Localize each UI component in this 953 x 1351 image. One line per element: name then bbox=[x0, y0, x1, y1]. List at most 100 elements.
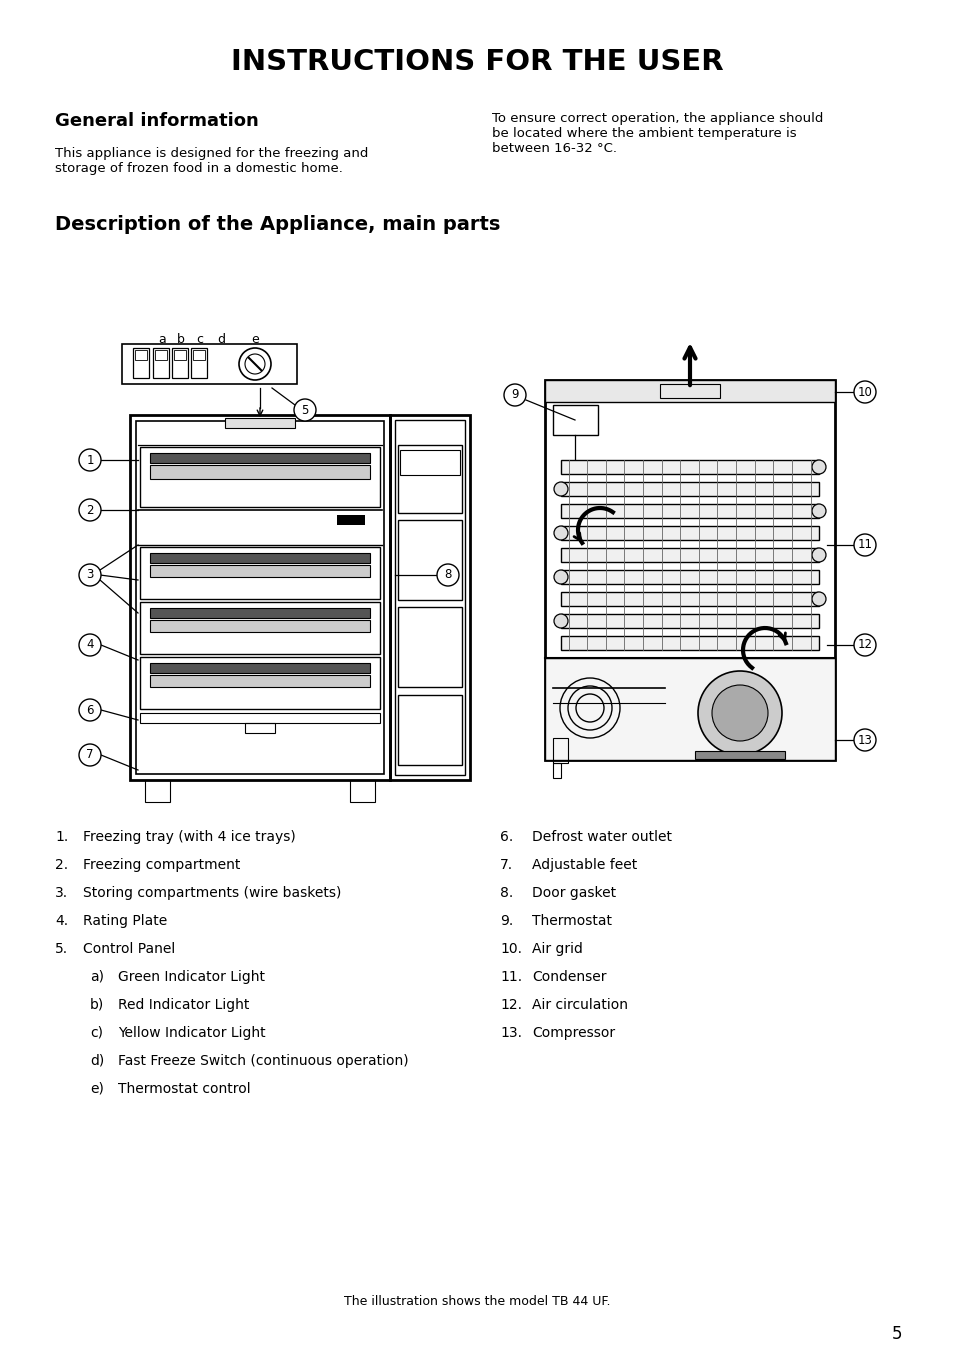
Text: b: b bbox=[177, 332, 185, 346]
Circle shape bbox=[811, 549, 825, 562]
Circle shape bbox=[853, 534, 875, 557]
Circle shape bbox=[853, 634, 875, 657]
Text: 2.: 2. bbox=[55, 858, 68, 871]
Bar bbox=[560, 592, 818, 607]
Bar bbox=[544, 380, 834, 761]
Text: 8.: 8. bbox=[499, 886, 513, 900]
Bar bbox=[560, 482, 818, 496]
Circle shape bbox=[79, 634, 101, 657]
Bar bbox=[140, 547, 379, 598]
Bar bbox=[560, 526, 818, 540]
Bar bbox=[135, 350, 147, 359]
Circle shape bbox=[294, 399, 315, 422]
Bar bbox=[399, 450, 459, 476]
Bar bbox=[225, 417, 294, 428]
Bar bbox=[560, 613, 818, 628]
Circle shape bbox=[79, 563, 101, 586]
Text: Freezing tray (with 4 ice trays): Freezing tray (with 4 ice trays) bbox=[83, 830, 295, 844]
Text: 7: 7 bbox=[86, 748, 93, 762]
Bar bbox=[560, 636, 818, 650]
Text: 1.: 1. bbox=[55, 830, 69, 844]
Text: Compressor: Compressor bbox=[532, 1025, 615, 1040]
Circle shape bbox=[436, 563, 458, 586]
Text: Green Indicator Light: Green Indicator Light bbox=[118, 970, 265, 984]
Bar bbox=[560, 504, 818, 517]
Text: 11.: 11. bbox=[499, 970, 521, 984]
Text: 5: 5 bbox=[301, 404, 309, 416]
Bar bbox=[150, 608, 370, 617]
Bar bbox=[245, 723, 274, 734]
Circle shape bbox=[811, 459, 825, 474]
Bar bbox=[560, 459, 818, 474]
Circle shape bbox=[503, 384, 525, 407]
Bar bbox=[140, 603, 379, 654]
Text: Thermostat: Thermostat bbox=[532, 915, 612, 928]
Text: This appliance is designed for the freezing and
storage of frozen food in a dome: This appliance is designed for the freez… bbox=[55, 147, 368, 176]
Text: 1: 1 bbox=[86, 454, 93, 466]
Text: The illustration shows the model TB 44 UF.: The illustration shows the model TB 44 U… bbox=[343, 1296, 610, 1308]
Bar bbox=[150, 620, 370, 632]
Bar bbox=[150, 676, 370, 688]
Text: 3.: 3. bbox=[55, 886, 68, 900]
Bar bbox=[560, 570, 818, 584]
Text: To ensure correct operation, the appliance should
be located where the ambient t: To ensure correct operation, the applian… bbox=[492, 112, 822, 155]
Text: Storing compartments (wire baskets): Storing compartments (wire baskets) bbox=[83, 886, 341, 900]
Text: b): b) bbox=[90, 998, 104, 1012]
Bar bbox=[132, 349, 149, 378]
Bar bbox=[150, 453, 370, 463]
Text: Adjustable feet: Adjustable feet bbox=[532, 858, 637, 871]
Text: Door gasket: Door gasket bbox=[532, 886, 616, 900]
Bar bbox=[152, 349, 169, 378]
Circle shape bbox=[698, 671, 781, 755]
Text: 4: 4 bbox=[86, 639, 93, 651]
Bar bbox=[140, 713, 379, 723]
Circle shape bbox=[554, 482, 567, 496]
Text: 3: 3 bbox=[86, 569, 93, 581]
Text: 13.: 13. bbox=[499, 1025, 521, 1040]
Circle shape bbox=[554, 613, 567, 628]
Text: Condenser: Condenser bbox=[532, 970, 606, 984]
Text: Fast Freeze Switch (continuous operation): Fast Freeze Switch (continuous operation… bbox=[118, 1054, 408, 1069]
Text: 2: 2 bbox=[86, 504, 93, 516]
Text: INSTRUCTIONS FOR THE USER: INSTRUCTIONS FOR THE USER bbox=[231, 49, 722, 76]
Bar bbox=[173, 350, 186, 359]
Text: Defrost water outlet: Defrost water outlet bbox=[532, 830, 671, 844]
Circle shape bbox=[711, 685, 767, 740]
Text: 9.: 9. bbox=[499, 915, 513, 928]
Bar bbox=[390, 415, 470, 780]
Text: Freezing compartment: Freezing compartment bbox=[83, 858, 240, 871]
Bar bbox=[145, 780, 170, 802]
Bar bbox=[544, 380, 834, 403]
Bar bbox=[397, 694, 461, 765]
Text: c): c) bbox=[90, 1025, 103, 1040]
Bar bbox=[659, 384, 720, 399]
Text: 7.: 7. bbox=[499, 858, 513, 871]
Circle shape bbox=[853, 730, 875, 751]
Circle shape bbox=[554, 570, 567, 584]
Circle shape bbox=[79, 449, 101, 471]
Text: a): a) bbox=[90, 970, 104, 984]
Text: Description of the Appliance, main parts: Description of the Appliance, main parts bbox=[55, 215, 500, 234]
Circle shape bbox=[245, 354, 265, 374]
Text: e: e bbox=[251, 332, 258, 346]
Text: 4.: 4. bbox=[55, 915, 68, 928]
Text: a: a bbox=[158, 332, 166, 346]
Bar bbox=[193, 350, 205, 359]
Bar bbox=[336, 515, 365, 526]
Text: c: c bbox=[196, 332, 203, 346]
Text: General information: General information bbox=[55, 112, 258, 130]
Text: Thermostat control: Thermostat control bbox=[118, 1082, 251, 1096]
Bar bbox=[191, 349, 207, 378]
Circle shape bbox=[239, 349, 271, 380]
Circle shape bbox=[554, 526, 567, 540]
Text: 12: 12 bbox=[857, 639, 872, 651]
Bar bbox=[172, 349, 188, 378]
Bar bbox=[150, 663, 370, 673]
Bar bbox=[397, 444, 461, 513]
Text: d): d) bbox=[90, 1054, 104, 1069]
Bar bbox=[130, 415, 390, 780]
Bar bbox=[154, 350, 167, 359]
Bar bbox=[695, 751, 784, 759]
Text: d: d bbox=[216, 332, 225, 346]
Text: Control Panel: Control Panel bbox=[83, 942, 175, 957]
